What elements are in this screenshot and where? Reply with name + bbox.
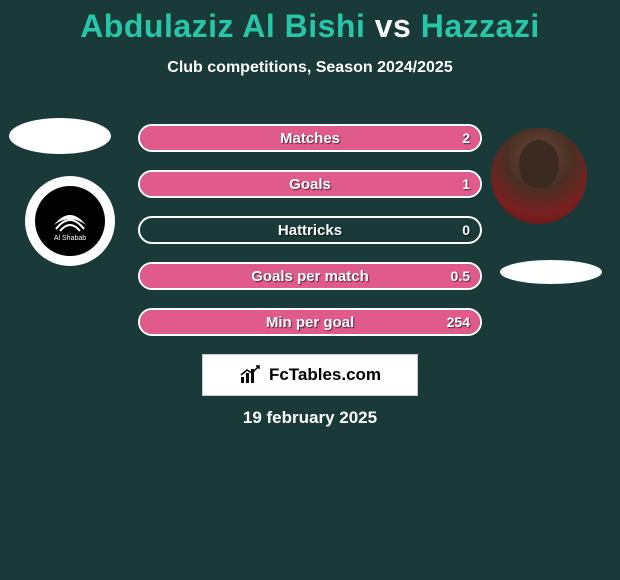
player2-avatar: [491, 128, 587, 224]
player2-club-placeholder: [500, 260, 602, 284]
stat-bar-label: Goals: [140, 172, 480, 196]
brand-chart-icon: [239, 365, 263, 385]
stat-bar: Min per goal254: [138, 308, 482, 336]
stat-bar-label: Hattricks: [140, 218, 480, 242]
club-badge-inner: Al Shabab: [35, 186, 105, 256]
stat-bar-label: Goals per match: [140, 264, 480, 288]
stat-bar: Hattricks0: [138, 216, 482, 244]
stat-bar-label: Matches: [140, 126, 480, 150]
title-player2: Hazzazi: [421, 8, 540, 44]
subtitle: Club competitions, Season 2024/2025: [0, 59, 620, 77]
stat-bar-value-right: 1: [462, 172, 470, 196]
club-name-label: Al Shabab: [54, 235, 86, 242]
stat-bar: Goals1: [138, 170, 482, 198]
player1-club-badge: Al Shabab: [25, 176, 115, 266]
player1-avatar-placeholder: [9, 118, 111, 154]
stat-bar-label: Min per goal: [140, 310, 480, 334]
brand-text: FcTables.com: [269, 365, 381, 385]
stat-bar-value-right: 254: [447, 310, 470, 334]
stat-bar-value-right: 0: [462, 218, 470, 242]
page-title: Abdulaziz Al Bishi vs Hazzazi: [0, 0, 620, 45]
stat-bar: Goals per match0.5: [138, 262, 482, 290]
stat-bar: Matches2: [138, 124, 482, 152]
stat-bar-value-right: 2: [462, 126, 470, 150]
brand-box: FcTables.com: [202, 354, 418, 396]
club-swirl-icon: [50, 201, 90, 233]
stat-bar-value-right: 0.5: [451, 264, 470, 288]
title-vs: vs: [375, 8, 412, 44]
stats-bars: Matches2Goals1Hattricks0Goals per match0…: [138, 124, 482, 354]
date-label: 19 february 2025: [0, 408, 620, 428]
title-player1: Abdulaziz Al Bishi: [80, 8, 365, 44]
